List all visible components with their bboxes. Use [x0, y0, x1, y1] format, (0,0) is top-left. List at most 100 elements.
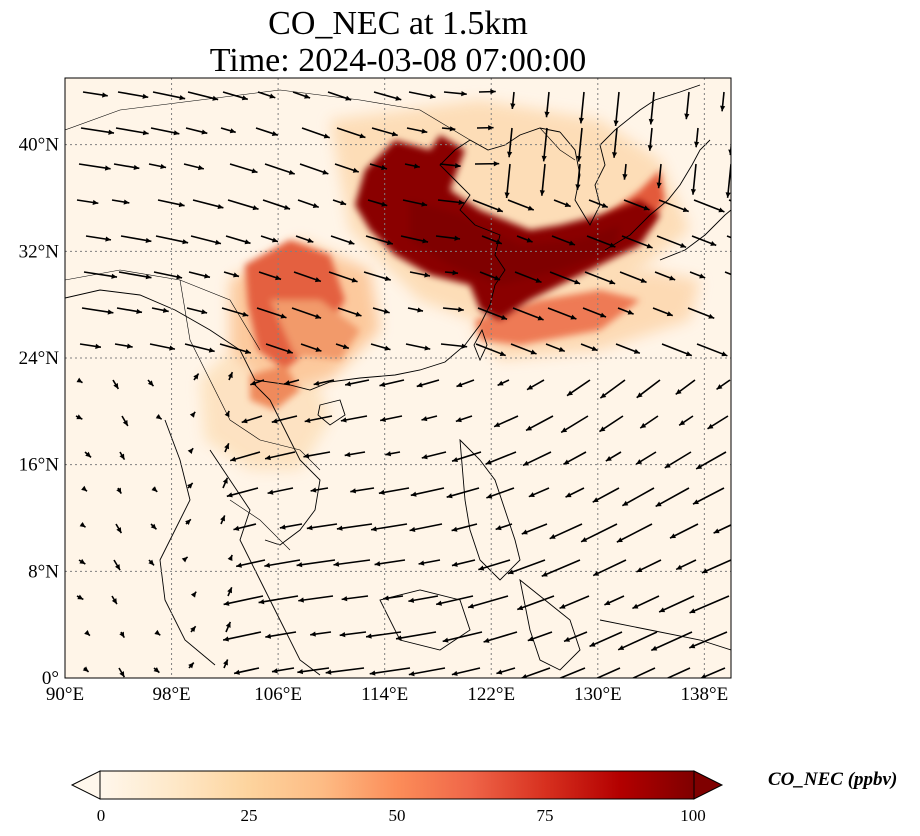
wind-arrow	[264, 451, 296, 461]
wind-arrow	[119, 451, 126, 461]
wind-arrow	[437, 199, 465, 205]
wind-arrow	[439, 163, 461, 169]
wind-arrow	[652, 307, 674, 317]
wind-arrow	[545, 343, 566, 353]
wind-arrow	[301, 127, 330, 139]
wind-arrow	[690, 163, 697, 195]
wind-arrow	[293, 271, 322, 283]
wind-arrow	[363, 271, 391, 281]
wind-arrow	[400, 235, 429, 244]
wind-arrow	[82, 666, 90, 673]
wind-arrow	[271, 667, 295, 674]
wind-arrow	[222, 631, 262, 642]
wind-arrow	[695, 451, 727, 470]
wind-arrow	[258, 271, 282, 281]
wind-arrow	[595, 667, 621, 678]
wind-arrow	[566, 379, 591, 397]
wind-arrow	[687, 307, 715, 319]
wind-arrow	[467, 595, 509, 609]
wind-arrow	[271, 415, 298, 424]
wind-arrow	[369, 667, 411, 676]
wind-arrow	[115, 127, 149, 136]
wind-arrow	[648, 91, 655, 125]
wind-arrow	[658, 199, 690, 213]
wind-arrow	[678, 415, 694, 426]
wind-arrow	[257, 91, 276, 99]
wind-arrow	[510, 91, 516, 110]
wind-arrow	[118, 667, 126, 678]
wind-arrow	[76, 199, 99, 206]
wind-arrow	[541, 127, 548, 162]
wind-arrow	[724, 271, 731, 276]
wind-arrow	[325, 667, 365, 675]
colorbar-extend-max	[693, 770, 724, 800]
wind-arrow	[80, 127, 115, 135]
wind-arrow	[229, 451, 261, 462]
wind-arrow	[442, 306, 464, 313]
wind-arrow	[440, 343, 468, 349]
wind-arrow	[152, 91, 186, 101]
wind-arrow	[119, 631, 125, 639]
wind-arrow	[483, 631, 518, 643]
wind-arrow	[446, 487, 480, 499]
wind-arrow	[613, 91, 620, 127]
wind-arrow	[341, 595, 369, 602]
wind-arrow	[512, 307, 544, 321]
wind-arrow	[233, 523, 257, 531]
wind-arrow	[592, 559, 627, 577]
wind-arrow	[344, 451, 366, 458]
wind-arrow	[507, 199, 535, 211]
wind-arrow	[233, 667, 260, 675]
wind-arrow	[495, 523, 513, 531]
wind-arrow	[661, 343, 693, 357]
wind-arrow	[691, 235, 717, 247]
lat-tick-label: 0°	[42, 668, 59, 689]
wind-arrow	[85, 235, 112, 242]
wind-arrow	[692, 487, 725, 505]
wind-arrow	[350, 487, 375, 494]
wind-arrow	[365, 631, 402, 639]
wind-arrow	[549, 523, 583, 540]
wind-arrow	[372, 307, 390, 314]
wind-arrow	[476, 125, 494, 131]
wind-arrow	[565, 487, 585, 498]
wind-arrow	[187, 482, 194, 489]
wind-arrow	[188, 662, 195, 669]
wind-arrow	[336, 523, 373, 531]
wind-arrow	[623, 199, 650, 211]
wind-arrow	[265, 631, 297, 639]
wind-arrow	[528, 487, 550, 498]
wind-arrow	[112, 379, 120, 390]
wind-arrow	[451, 559, 476, 567]
wind-arrow	[472, 199, 504, 213]
wind-arrow	[675, 559, 697, 571]
wind-arrow	[582, 307, 607, 318]
wind-arrow	[408, 595, 439, 603]
wind-arrow	[147, 379, 155, 387]
wind-arrow	[225, 235, 251, 245]
wind-arrow	[510, 343, 537, 355]
wind-arrow	[654, 271, 676, 281]
lon-tick-label: 114°E	[361, 684, 408, 705]
wind-arrow	[479, 271, 501, 281]
wind-arrow	[188, 271, 211, 279]
wind-arrow	[720, 91, 726, 112]
wind-arrow	[632, 595, 660, 610]
wind-arrow	[328, 271, 358, 283]
map-title-line1: CO_NEC at 1.5km	[268, 5, 528, 42]
wind-arrow	[578, 91, 585, 124]
wind-arrow	[522, 451, 552, 467]
wind-arrow	[656, 235, 687, 249]
wind-arrow	[456, 379, 475, 388]
wind-arrow	[406, 127, 428, 134]
wind-arrow	[336, 127, 366, 139]
wind-arrow	[76, 377, 83, 384]
wind-arrow	[734, 308, 764, 320]
wind-arrow	[369, 163, 388, 170]
colorbar-tick-100: 100	[680, 806, 706, 825]
wind-arrow	[219, 343, 252, 354]
wind-arrow	[374, 559, 406, 567]
wind-arrow	[481, 235, 503, 245]
wind-arrow	[227, 199, 259, 211]
wind-arrow	[444, 270, 459, 276]
